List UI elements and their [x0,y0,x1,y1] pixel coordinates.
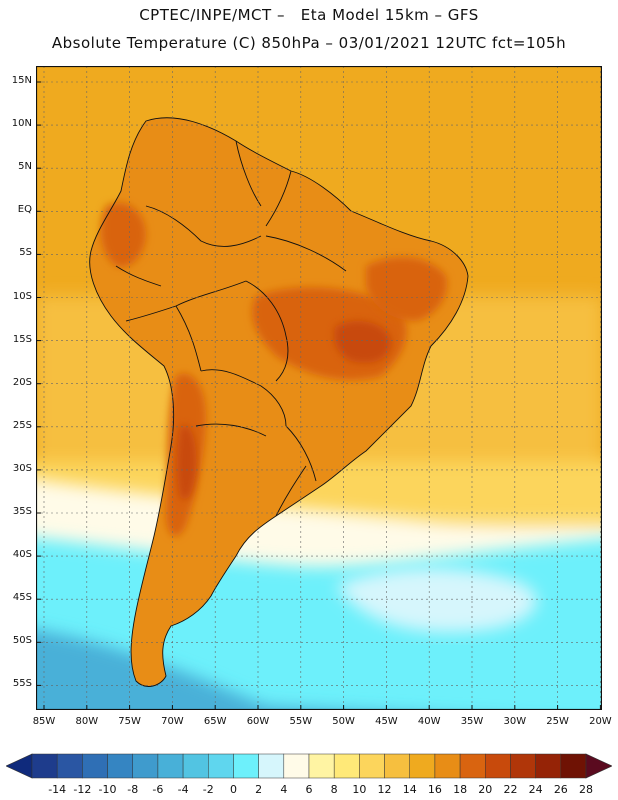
colorbar-swatch [409,753,436,779]
colorbar-tick-label: -10 [98,783,117,796]
colorbar-tick-label: -14 [48,783,67,796]
colorbar-tick-label: 22 [503,783,518,796]
lat-label: 10N [11,118,32,130]
colorbar-swatch [485,753,511,779]
map-title-line1: CPTEC/INPE/MCT – Eta Model 15km – GFS [139,6,479,24]
colorbar-tick-label: 14 [402,783,417,796]
lat-label: EQ [17,204,32,216]
colorbar-swatch [510,753,536,779]
lat-label: 20S [12,376,32,388]
lon-label: 20W [589,716,612,727]
lon-label: 70W [161,716,184,727]
lat-label: 25S [12,419,32,431]
lon-label: 75W [118,716,141,727]
lat-label: 50S [12,635,32,647]
colorbar-swatch [283,753,310,779]
colorbar-tick-label: 28 [579,783,593,796]
south-america-landmass [89,117,469,687]
colorbar-tick-label: 12 [377,783,392,796]
colorbar-swatch [31,753,58,779]
land-hottest-patch [334,321,391,363]
land-hot-patch [100,202,146,267]
colorbar-swatch [107,753,133,779]
lat-label: 55S [12,678,32,690]
colorbar-swatch [434,753,461,779]
land-hot-patch [366,257,447,321]
lon-label: 60W [246,716,270,727]
colorbar-tick-label: -6 [152,783,164,796]
temperature-map [36,66,602,710]
colorbar-tick-label: 26 [553,783,568,796]
lon-label: 85W [32,716,56,727]
lat-label: 35S [12,506,32,517]
cold-blue-region [36,629,340,710]
colorbar-tick-label: 10 [352,783,367,796]
colorbar-low-arrow [6,753,33,779]
land-hottest-patch [177,425,197,500]
colorbar-swatch [535,753,562,779]
lon-label: 50W [332,716,355,727]
colorbar-tick-label: 20 [478,783,493,796]
map-border [36,66,602,710]
colorbar-high-arrow [585,753,612,779]
colorbar-swatch [182,753,209,779]
lon-label: 30W [503,716,527,727]
lon-label: 35W [460,716,484,727]
colorbar-swatch [359,753,385,779]
colorbar-swatch [258,753,285,779]
colorbar-swatch [233,753,259,779]
colorbar-tick-label: 6 [305,783,313,796]
colorbar-tick-label: 2 [255,783,263,796]
colorbar-swatch [208,753,234,779]
colorbar-swatch [82,753,108,779]
colorbar-swatch [308,753,335,779]
colorbar-swatch [384,753,410,779]
colorbar-swatch [333,753,360,779]
colorbar-tick-label: 0 [229,783,237,796]
colorbar-tick-label: -8 [127,783,139,796]
colorbar-swatch [459,753,486,779]
lat-label: 10S [12,290,32,302]
lon-label: 80W [75,716,99,727]
lon-label: 55W [289,716,313,727]
colorbar-swatch [132,753,159,779]
lat-label: 30S [12,462,32,474]
lat-label: 5S [19,247,32,259]
colorbar-tick-label: 8 [330,783,338,796]
lon-label: 40W [417,716,441,727]
colorbar-swatch [56,753,83,779]
colorbar-swatch [560,753,587,779]
colorbar-tick-label: -2 [202,783,214,796]
colorbar-tick-label: 16 [427,783,442,796]
lat-label: 15S [12,333,32,345]
colorbar-tick-label: -4 [177,783,189,796]
lat-lon-grid [36,66,602,710]
country-borders [89,117,469,687]
lat-label: 5N [18,161,32,173]
colorbar-tick-label: 4 [280,783,288,796]
colorbar-tick-label: 18 [453,783,468,796]
colorbar [6,753,612,779]
lat-label: 45S [12,592,32,604]
lat-label: 15N [11,75,32,86]
map-title-line2: Absolute Temperature (C) 850hPa – 03/01/… [51,34,567,52]
colorbar-tick-label: 24 [528,783,543,796]
lat-label: 40S [12,549,32,561]
lon-label: 65W [203,716,227,727]
colorbar-tick-label: -12 [73,783,92,796]
lon-label: 25W [546,716,569,727]
colorbar-swatch [157,753,184,779]
lon-label: 45W [375,716,398,727]
